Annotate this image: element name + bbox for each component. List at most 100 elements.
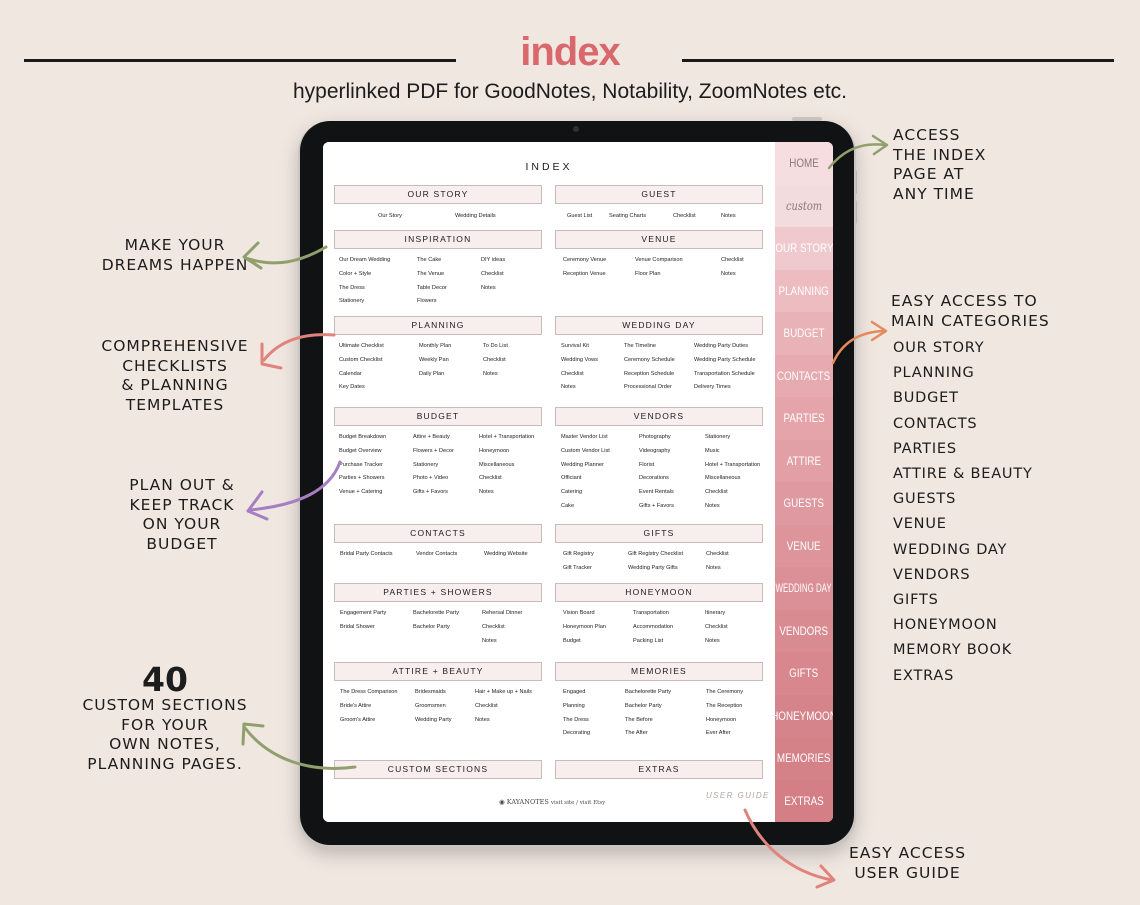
- section-header[interactable]: GUEST: [555, 185, 763, 204]
- index-link[interactable]: Purchase Tracker: [339, 461, 383, 468]
- section-header[interactable]: OUR STORY: [334, 185, 542, 204]
- index-link[interactable]: Wedding Party Duties: [694, 343, 748, 349]
- tab-parties[interactable]: PARTIES: [775, 397, 833, 441]
- index-link[interactable]: Honeymoon: [706, 716, 737, 723]
- index-link[interactable]: Notes: [561, 384, 576, 391]
- index-link[interactable]: Bachelorette Party: [625, 689, 672, 695]
- index-link[interactable]: Wedding Party Schedule: [694, 356, 756, 363]
- section-header[interactable]: GIFTS: [555, 524, 763, 543]
- index-link[interactable]: Bride's Attire: [340, 702, 372, 709]
- tab-planning[interactable]: PLANNING: [775, 269, 833, 313]
- tab-attire[interactable]: ATTIRE: [775, 439, 833, 483]
- index-link[interactable]: Event Rentals: [639, 489, 674, 496]
- tab-extras[interactable]: EXTRAS: [775, 779, 833, 822]
- index-link[interactable]: Honeymoon Plan: [563, 623, 606, 630]
- index-link[interactable]: Wedding Website: [484, 551, 528, 557]
- index-link[interactable]: The Ceremony: [706, 689, 743, 695]
- index-link[interactable]: Music: [705, 447, 720, 454]
- index-link[interactable]: Notes: [483, 370, 498, 377]
- index-link[interactable]: Checklist: [705, 623, 728, 630]
- index-link[interactable]: The Dress: [563, 716, 589, 723]
- index-link[interactable]: Decorating: [563, 730, 591, 737]
- index-link[interactable]: Checklist: [481, 270, 504, 277]
- index-link[interactable]: Checklist: [475, 702, 498, 709]
- index-link[interactable]: Custom Vendor List: [561, 447, 610, 454]
- index-link[interactable]: The Reception: [706, 702, 743, 709]
- index-link[interactable]: Bachelor Party: [625, 702, 662, 709]
- index-link[interactable]: Accommodation: [633, 623, 674, 630]
- index-link[interactable]: Calendar: [339, 370, 362, 377]
- section-header[interactable]: MEMORIES: [555, 662, 763, 681]
- index-link[interactable]: The Cake: [417, 257, 442, 263]
- section-header[interactable]: VENDORS: [555, 407, 763, 426]
- index-link[interactable]: Guest List: [567, 213, 593, 219]
- index-link[interactable]: Survival Kit: [561, 343, 589, 349]
- index-link[interactable]: Notes: [479, 489, 494, 496]
- index-link[interactable]: Checklist: [561, 370, 584, 377]
- tab-vendors[interactable]: VENDORS: [775, 609, 833, 653]
- index-link[interactable]: Reception Venue: [563, 270, 606, 277]
- index-link[interactable]: Table Decor: [417, 284, 447, 291]
- index-link[interactable]: Checklist: [673, 213, 696, 219]
- section-header[interactable]: CONTACTS: [334, 524, 542, 543]
- index-link[interactable]: Notes: [721, 270, 736, 277]
- section-header[interactable]: BUDGET: [334, 407, 542, 426]
- index-link[interactable]: Bachelor Party: [413, 623, 450, 630]
- index-link[interactable]: Honeymoon: [479, 447, 510, 454]
- index-link[interactable]: The Dress: [339, 284, 365, 291]
- index-link[interactable]: Wedding Details: [455, 213, 496, 219]
- index-link[interactable]: Florist: [639, 461, 655, 468]
- index-link[interactable]: Color + Style: [339, 270, 372, 277]
- index-link[interactable]: Master Vendor List: [561, 434, 608, 440]
- index-link[interactable]: The Dress Comparison: [340, 689, 398, 695]
- index-link[interactable]: Bridesmaids: [415, 689, 446, 695]
- section-header[interactable]: VENUE: [555, 230, 763, 249]
- index-link[interactable]: Checklist: [706, 551, 729, 557]
- index-link[interactable]: Ever After: [706, 730, 731, 737]
- index-link[interactable]: Officiant: [561, 475, 582, 482]
- index-link[interactable]: Engaged: [563, 689, 586, 695]
- index-link[interactable]: Vendor Contacts: [416, 551, 458, 557]
- index-link[interactable]: Our Story: [378, 213, 402, 219]
- index-link[interactable]: Ceremony Venue: [563, 257, 607, 263]
- index-link[interactable]: Weekly Pan: [419, 356, 449, 363]
- index-link[interactable]: Notes: [481, 284, 496, 291]
- section-header[interactable]: CUSTOM SECTIONS: [334, 760, 542, 779]
- tab-memories[interactable]: MEMORIES: [775, 737, 833, 781]
- index-link[interactable]: Monthly Plan: [419, 343, 452, 349]
- index-link[interactable]: Decorations: [639, 475, 669, 482]
- index-link[interactable]: Catering: [561, 489, 583, 496]
- index-link[interactable]: Stationery: [705, 434, 731, 440]
- index-link[interactable]: Delivery Times: [694, 384, 731, 391]
- index-link[interactable]: Custom Checklist: [339, 356, 383, 363]
- index-link[interactable]: Gifts + Favors: [413, 489, 448, 496]
- tab-home[interactable]: HOME: [775, 142, 833, 186]
- index-link[interactable]: Flowers: [417, 298, 437, 305]
- index-link[interactable]: The Venue: [417, 270, 445, 277]
- index-link[interactable]: Attire + Beauty: [413, 434, 450, 440]
- section-header[interactable]: PLANNING: [334, 316, 542, 335]
- index-link[interactable]: Checklist: [705, 489, 728, 496]
- index-link[interactable]: Notes: [705, 503, 720, 509]
- index-link[interactable]: Vision Board: [563, 610, 595, 616]
- index-link[interactable]: To Do List: [483, 343, 508, 349]
- index-link[interactable]: Cake: [561, 503, 575, 509]
- index-link[interactable]: Wedding Planner: [561, 461, 604, 468]
- section-header[interactable]: INSPIRATION: [334, 230, 542, 249]
- index-link[interactable]: The Timeline: [624, 343, 657, 349]
- index-link[interactable]: Reception Schedule: [624, 370, 675, 377]
- index-link[interactable]: Transportation Schedule: [694, 370, 755, 377]
- index-link[interactable]: Checklist: [479, 475, 502, 482]
- footer-brand[interactable]: ◉ KAYANOTES visit site / visit Etsy: [499, 798, 606, 806]
- tab-custom[interactable]: custom: [775, 184, 833, 228]
- index-link[interactable]: Budget Overview: [339, 447, 382, 454]
- index-link[interactable]: Gift Registry: [563, 551, 594, 557]
- index-link[interactable]: Seating Charts: [609, 213, 647, 219]
- index-link[interactable]: Floor Plan: [635, 270, 661, 277]
- index-link[interactable]: Miscellaneous: [479, 461, 515, 468]
- index-link[interactable]: Notes: [706, 564, 721, 571]
- index-link[interactable]: Hair + Make up + Nails: [475, 689, 532, 695]
- index-link[interactable]: Notes: [721, 213, 736, 219]
- user-guide-link[interactable]: USER GUIDE: [706, 791, 770, 800]
- tab-guests[interactable]: GUESTS: [775, 482, 833, 526]
